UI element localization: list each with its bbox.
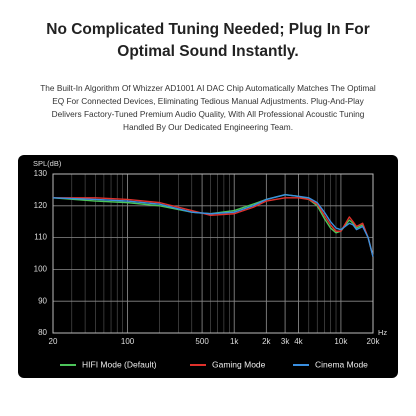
chart-panel	[18, 155, 398, 378]
legend-label: HIFI Mode (Default)	[82, 359, 157, 369]
plot-frame	[52, 173, 374, 334]
title-line: No Complicated Tuning Needed; Plug In Fo…	[46, 21, 370, 38]
series-line	[53, 197, 374, 257]
y-tick-label: 130	[34, 169, 48, 178]
y-tick-label: 80	[38, 328, 47, 337]
y-tick-label: 110	[34, 233, 47, 242]
description-line: Delivers Factory-Tuned Premium Audio Qua…	[52, 109, 365, 119]
description-line: Handled By Our Dedicated Engineering Tea…	[123, 122, 293, 132]
x-tick-label: 2k	[262, 337, 271, 346]
description-line: EQ For Connected Devices, Eliminating Te…	[52, 96, 364, 106]
y-tick-label: 100	[34, 265, 48, 274]
x-tick-label: 20k	[367, 337, 381, 346]
x-tick-label: 4k	[294, 337, 303, 346]
x-tick-label: 3k	[281, 337, 290, 346]
x-tick-label: 10k	[334, 337, 348, 346]
series-line	[52, 193, 374, 257]
x-tick-label: 500	[195, 337, 209, 346]
y-tick-label: 120	[34, 201, 48, 210]
x-axis-label: Hz	[378, 328, 387, 337]
description-line: The Built-In Algorithm Of Whizzer AD1001…	[40, 83, 376, 93]
x-tick-label: 100	[121, 337, 135, 346]
y-tick-label: 90	[38, 296, 47, 305]
y-axis-label: SPL(dB)	[33, 159, 62, 168]
title-line: Optimal Sound Instantly.	[117, 43, 298, 60]
legend-label: Cinema Mode	[315, 359, 368, 369]
x-tick-label: 1k	[230, 337, 239, 346]
legend-label: Gaming Mode	[212, 359, 266, 369]
x-tick-label: 20	[49, 337, 58, 346]
